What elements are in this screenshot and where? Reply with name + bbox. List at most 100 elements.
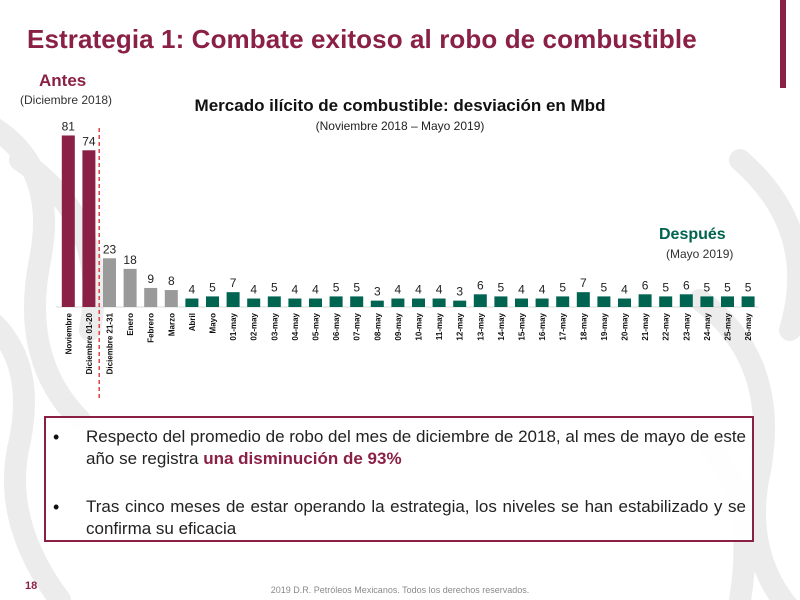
x-tick-label: 22-may (662, 312, 671, 340)
data-label: 5 (601, 280, 608, 294)
bar-15-may (515, 298, 528, 307)
x-tick-label: 16-may (538, 312, 547, 340)
bar-19-may (597, 296, 611, 307)
x-tick-label: Diciembre 01-20 (85, 312, 94, 374)
bar-14-may (494, 296, 508, 307)
data-label: 5 (209, 280, 216, 294)
bar-22-may (659, 296, 673, 307)
slide-title: Estrategia 1: Combate exitoso al robo de… (27, 24, 697, 54)
data-label: 4 (312, 283, 319, 297)
bar-diciembre-21-31 (103, 258, 116, 307)
data-label: 74 (82, 134, 96, 148)
bullet-dot-icon: • (53, 497, 60, 517)
despues-label: Después (659, 226, 726, 243)
bar-13-may (473, 294, 487, 307)
data-label: 8 (168, 274, 175, 288)
data-label: 4 (518, 283, 525, 297)
bar-11-may (432, 298, 446, 307)
x-tick-label: 01-may (229, 312, 238, 340)
data-label: 5 (271, 280, 278, 294)
x-tick-label: Febrero (147, 313, 156, 343)
x-tick-label: 26-may (744, 312, 753, 340)
x-tick-label: 07-may (353, 312, 362, 340)
bar-noviembre (61, 135, 75, 307)
x-tick-label: 10-may (415, 312, 424, 340)
x-tick-label: 21-may (641, 312, 650, 340)
bar-04-may (288, 298, 302, 307)
x-tick-label: 14-may (497, 312, 506, 340)
x-tick-label: 24-may (703, 312, 712, 340)
bullet-item: • Respecto del promedio de robo del mes … (53, 426, 746, 470)
data-label: 9 (147, 272, 154, 286)
bullet-text: Tras cinco meses de estar operando la es… (86, 497, 746, 538)
chart-subtitle: (Noviembre 2018 – Mayo 2019) (315, 119, 485, 133)
x-tick-label: Noviembre (64, 312, 73, 354)
bar-10-may (412, 298, 425, 307)
x-tick-label: Abril (188, 313, 197, 331)
data-label: 6 (642, 278, 649, 292)
data-label: 3 (456, 285, 463, 299)
bar-03-may (267, 296, 281, 307)
data-label: 5 (498, 280, 505, 294)
x-tick-label: 20-may (621, 312, 630, 340)
data-label: 5 (559, 280, 566, 294)
data-label: 4 (189, 283, 196, 297)
x-tick-label: 06-may (332, 312, 341, 340)
data-label: 4 (250, 283, 257, 297)
bar-12-may (453, 300, 467, 307)
bar-17-may (556, 296, 570, 307)
data-label: 6 (477, 278, 484, 292)
bullet-dot-icon: • (53, 427, 60, 447)
data-label: 4 (415, 283, 422, 297)
data-label: 3 (374, 285, 381, 299)
data-label: 7 (580, 276, 587, 290)
antes-sublabel: (Diciembre 2018) (20, 93, 113, 107)
x-tick-label: 13-may (476, 312, 485, 340)
x-tick-label: Enero (126, 313, 135, 336)
x-tick-label: Mayo (209, 313, 218, 334)
x-tick-label: 17-may (559, 312, 568, 340)
bar-diciembre-01-20 (82, 150, 96, 307)
data-label: 5 (724, 280, 731, 294)
chart-title: Mercado ilícito de combustible: desviaci… (194, 96, 606, 115)
x-tick-label: 08-may (373, 312, 382, 340)
bullet-text-part: Respecto del promedio de robo del mes de… (86, 427, 746, 468)
bar-abril (185, 298, 199, 307)
bar-26-may (741, 296, 755, 307)
bar-05-may (309, 298, 322, 307)
bar-18-may (576, 292, 590, 307)
bullet-box: • Respecto del promedio de robo del mes … (44, 416, 754, 542)
bullet-highlight: una disminución de 93% (203, 449, 402, 468)
data-label: 5 (353, 280, 360, 294)
data-label: 18 (123, 253, 137, 267)
bar-24-may (700, 296, 714, 307)
x-tick-label: 15-may (518, 312, 527, 340)
bar-21-may (638, 294, 652, 307)
bar-16-may (535, 298, 549, 307)
x-tick-label: 02-may (250, 312, 259, 340)
footer-copyright: 2019 D.R. Petróleos Mexicanos. Todos los… (270, 585, 530, 595)
bar-08-may (370, 300, 384, 307)
despues-sublabel: (Mayo 2019) (666, 247, 734, 261)
x-tick-label: 19-may (600, 312, 609, 340)
bar-23-may (679, 294, 693, 307)
data-label: 4 (292, 283, 299, 297)
data-label: 4 (621, 283, 628, 297)
data-label: 4 (436, 283, 443, 297)
bar-09-may (391, 298, 405, 307)
x-tick-label: 09-may (394, 312, 403, 340)
x-tick-label: 11-may (435, 312, 444, 340)
x-tick-label: 18-may (579, 312, 588, 340)
bar-20-may (618, 298, 631, 307)
data-label: 5 (704, 280, 711, 294)
x-tick-label: 05-may (312, 312, 321, 340)
bar-25-may (721, 296, 734, 307)
bar-enero (123, 268, 137, 307)
bar-marzo (164, 290, 178, 307)
x-tick-label: 03-may (270, 312, 279, 340)
data-label: 6 (683, 278, 690, 292)
x-tick-label: Diciembre 21-31 (106, 312, 115, 374)
bar-06-may (329, 296, 343, 307)
bar-mayo (206, 296, 219, 307)
